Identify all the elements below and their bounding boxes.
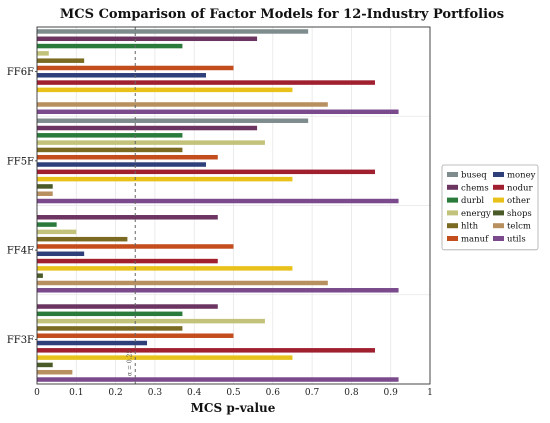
legend-label-buseq: buseq <box>461 171 487 181</box>
legend-swatch-other <box>493 197 504 203</box>
x-tick-label: 0.6 <box>266 388 281 398</box>
bar-ff5f-chems <box>37 125 258 131</box>
y-category-label: FF6F <box>7 67 34 78</box>
x-tick-label: 0 <box>34 388 40 398</box>
legend-label-telcm: telcm <box>507 222 531 232</box>
legend-label-utils: utils <box>507 235 526 245</box>
bar-ff5f-telcm <box>37 191 53 196</box>
legend-swatch-shops <box>493 210 504 216</box>
x-tick-label: 0.4 <box>187 388 202 398</box>
legend-box <box>441 164 539 251</box>
x-tick-label: 0.7 <box>305 388 320 398</box>
bar-ff6f-hlth <box>37 58 85 63</box>
y-category-label: FF3F <box>7 335 34 346</box>
legend-swatch-chems <box>447 184 458 190</box>
bar-ff6f-telcm <box>37 102 328 107</box>
axes: 0 0.1 0.2 0.3 0.4 0.5 0.6 0.7 0.8 0.9 1 FF6F FF5F FF4… <box>7 26 433 398</box>
legend-label-durbl: durbl <box>461 196 484 206</box>
bar-ff3f-chems <box>37 304 218 309</box>
legend-swatch-telcm <box>493 223 504 229</box>
legend-swatch-energy <box>447 210 458 216</box>
bar-ff4f-telcm <box>37 280 328 286</box>
bar-ff5f-energy <box>37 140 265 145</box>
bar-ff6f-money <box>37 73 206 78</box>
chart-title: MCS Comparison of Factor Models for 12-I… <box>60 7 504 22</box>
bar-ff5f-buseq <box>37 118 309 123</box>
legend-label-nodur: nodur <box>507 183 534 193</box>
legend-label-hlth: hlth <box>461 222 479 232</box>
legend-swatch-hlth <box>447 223 458 229</box>
bar-ff3f-nodur <box>37 348 375 353</box>
bars: α = 0.25 <box>37 27 399 384</box>
bar-ff5f-shops <box>37 184 53 189</box>
x-tick-label: 0.1 <box>69 388 83 398</box>
legend-label-energy: energy <box>461 209 491 219</box>
legend-label-money: money <box>507 171 536 181</box>
bar-ff4f-utils <box>37 288 399 293</box>
bar-ff6f-chems <box>37 36 258 42</box>
legend-label-manuf: manuf <box>461 235 489 245</box>
bar-ff4f-hlth <box>37 236 128 242</box>
bar-ff4f-chems <box>37 215 218 220</box>
legend: buseq chems durbl energy hlth manuf money nodur… <box>441 164 539 251</box>
y-category-label: FF4F <box>7 246 34 257</box>
bar-ff5f-durbl <box>37 133 183 138</box>
x-tick-label: 0.3 <box>148 388 163 398</box>
bar-ff5f-manuf <box>37 154 218 160</box>
x-tick-label: 0.9 <box>384 388 399 398</box>
legend-label-shops: shops <box>507 209 532 219</box>
x-tick-label: 0.2 <box>108 388 122 398</box>
plot-frame <box>36 26 431 385</box>
bar-ff6f-manuf <box>37 65 234 71</box>
bar-ff6f-buseq <box>37 29 309 34</box>
legend-label-other: other <box>507 196 531 206</box>
legend-swatch-manuf <box>447 236 458 241</box>
bar-ff5f-utils <box>37 198 399 204</box>
bar-ff6f-energy <box>37 51 49 56</box>
bar-ff4f-energy <box>37 229 77 235</box>
bar-ff4f-durbl <box>37 222 57 227</box>
bar-ff3f-energy <box>37 318 265 324</box>
bar-ff5f-money <box>37 162 206 167</box>
legend-swatch-nodur <box>493 184 504 190</box>
bar-ff5f-other <box>37 176 293 182</box>
bar-ff3f-other <box>37 355 293 360</box>
legend-swatch-money <box>493 172 504 177</box>
threshold-label: α = 0.25 <box>126 350 133 376</box>
bar-ff6f-nodur <box>37 80 375 85</box>
bar-ff3f-money <box>37 340 148 346</box>
bar-ff3f-durbl <box>37 311 183 317</box>
bar-ff4f-manuf <box>37 244 234 249</box>
x-axis-label: MCS p-value <box>191 401 276 415</box>
bar-ff6f-utils <box>37 109 399 115</box>
bar-ff3f-telcm <box>37 369 73 375</box>
x-tick-label: 1 <box>427 388 433 398</box>
bar-ff4f-nodur <box>37 258 218 264</box>
bar-ff6f-other <box>37 87 293 93</box>
bar-ff4f-shops <box>37 273 43 278</box>
legend-label-chems: chems <box>461 183 489 193</box>
bar-ff5f-nodur <box>37 169 375 175</box>
y-category-label: FF5F <box>7 156 34 167</box>
legend-swatch-durbl <box>447 197 458 203</box>
bar-ff4f-money <box>37 251 85 257</box>
bar-ff3f-shops <box>37 362 53 368</box>
legend-swatch-utils <box>493 236 504 241</box>
bar-ff4f-other <box>37 266 293 271</box>
bar-ff3f-hlth <box>37 326 183 331</box>
x-tick-label: 0.8 <box>344 388 359 398</box>
bar-ff6f-durbl <box>37 43 183 49</box>
x-tick-label: 0.5 <box>226 388 241 398</box>
bar-ff3f-utils <box>37 377 399 382</box>
legend-swatch-buseq <box>447 172 458 177</box>
bar-ff5f-hlth <box>37 147 183 153</box>
